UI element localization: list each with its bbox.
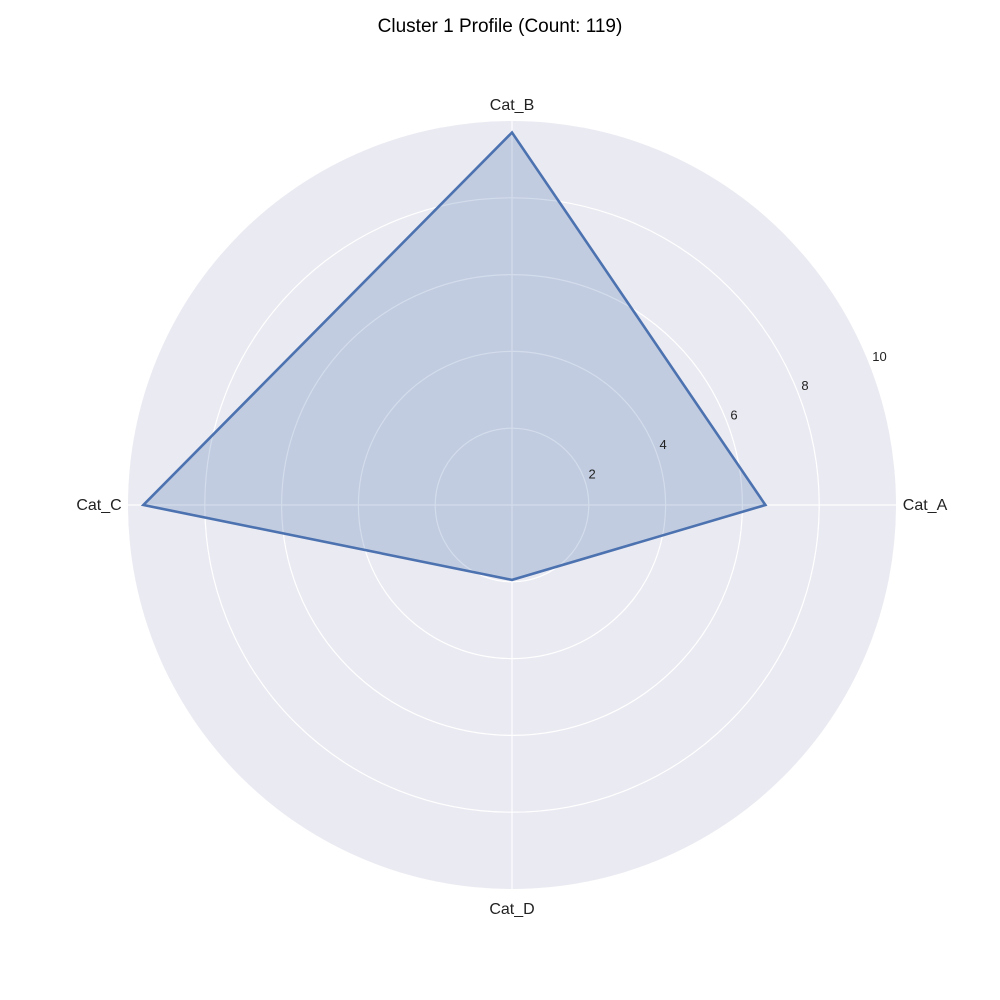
radial-tick-label-2: 2: [589, 466, 596, 481]
radial-tick-label-4: 4: [660, 437, 667, 452]
category-label-cat-d: Cat_D: [489, 901, 534, 918]
series-line-0: [140, 130, 768, 582]
category-label-cat-b: Cat_B: [490, 97, 534, 114]
radial-tick-label-8: 8: [801, 378, 808, 393]
category-label-cat-a: Cat_A: [903, 497, 948, 514]
radial-tick-label-6: 6: [730, 408, 737, 423]
category-label-cat-c: Cat_C: [76, 497, 121, 514]
chart-title: Cluster 1 Profile (Count: 119): [377, 16, 623, 37]
series-area-0: [143, 132, 766, 580]
radial-tick-label-10: 10: [872, 349, 886, 364]
